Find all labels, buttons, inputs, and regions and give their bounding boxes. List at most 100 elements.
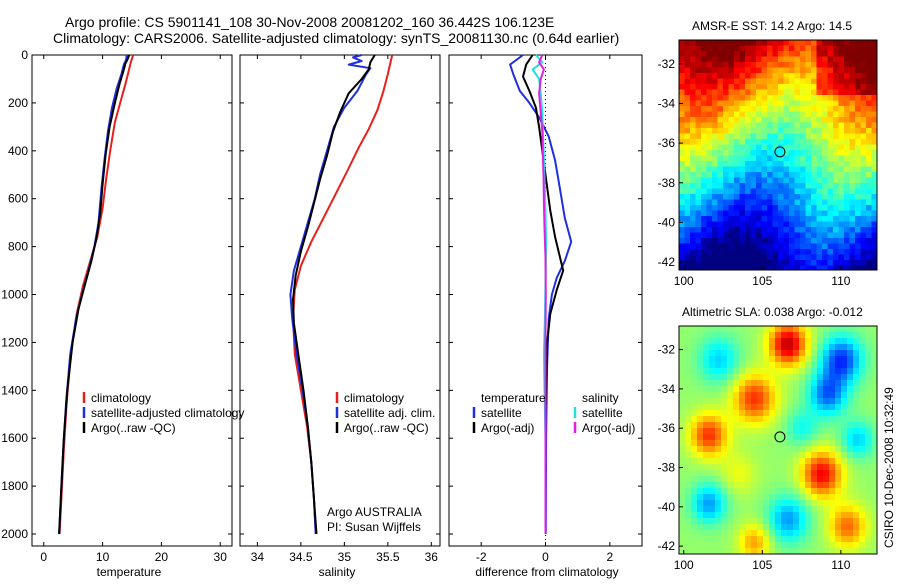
map-cell [723, 51, 730, 58]
map-cell [723, 84, 730, 91]
map-cell [781, 488, 788, 495]
y-tick-label: -40 [658, 500, 676, 514]
map-cell [871, 106, 877, 113]
map-cell [789, 51, 796, 58]
map-cell [811, 416, 818, 423]
map-cell [679, 452, 686, 459]
map-cell [679, 172, 686, 179]
map-cell [745, 362, 752, 369]
map-cell [715, 494, 722, 501]
map-cell [697, 356, 704, 363]
map-cell [701, 122, 708, 129]
map-cell [717, 106, 724, 113]
map-cell [833, 144, 840, 151]
map-cell [761, 166, 768, 173]
map-cell [853, 434, 860, 441]
map-cell [717, 194, 724, 201]
map-cell [811, 482, 818, 489]
map-cell [679, 326, 686, 333]
map-cell [709, 542, 716, 549]
map-cell [695, 254, 702, 261]
map-cell [800, 51, 807, 58]
map-cell [816, 254, 823, 261]
map-cell [783, 166, 790, 173]
map-cell [847, 416, 854, 423]
map-cell [871, 494, 877, 501]
map-cell [822, 232, 829, 239]
map-cell [865, 470, 872, 477]
map-cell [734, 73, 741, 80]
map-cell [712, 45, 719, 52]
map-cell [827, 40, 834, 47]
map-cell [866, 150, 873, 157]
map-cell [739, 144, 746, 151]
map-cell [734, 111, 741, 118]
map-cell [853, 482, 860, 489]
map-cell [805, 238, 812, 245]
map-cell [690, 194, 697, 201]
map-cell [701, 84, 708, 91]
map-cell [816, 172, 823, 179]
map-cell [827, 232, 834, 239]
map-cell [783, 73, 790, 80]
map-cell [728, 177, 735, 184]
map-cell [794, 254, 801, 261]
map-cell [734, 265, 741, 270]
map-cell [838, 194, 845, 201]
map-cell [728, 117, 735, 124]
map-cell [717, 172, 724, 179]
map-cell [723, 205, 730, 212]
map-cell [853, 470, 860, 477]
map-cell [756, 177, 763, 184]
y-tick-label: -42 [658, 539, 676, 553]
map-cell [816, 221, 823, 228]
map-cell [739, 155, 746, 162]
map-cell [805, 243, 812, 250]
map-cell [712, 227, 719, 234]
map-cell [709, 440, 716, 447]
map-cell [853, 536, 860, 543]
map-cell [772, 194, 779, 201]
map-cell [860, 221, 867, 228]
map-cell [794, 128, 801, 135]
map-cell [684, 166, 691, 173]
map-cell [756, 45, 763, 52]
map-cell [690, 183, 697, 190]
map-cell [849, 227, 856, 234]
map-cell [690, 84, 697, 91]
map-cell [690, 144, 697, 151]
map-cell [817, 440, 824, 447]
map-cell [838, 73, 845, 80]
map-cell [739, 51, 746, 58]
map-cell [739, 238, 746, 245]
map-cell [684, 232, 691, 239]
map-cell [715, 368, 722, 375]
map-cell [697, 446, 704, 453]
map-cell [871, 362, 877, 369]
map-cell [805, 188, 812, 195]
map-cell [739, 95, 746, 102]
map-cell [734, 106, 741, 113]
map-cell [811, 386, 818, 393]
map-cell [775, 470, 782, 477]
map-cell [860, 117, 867, 124]
map-cell [775, 410, 782, 417]
map-cell [787, 386, 794, 393]
map-cell [772, 144, 779, 151]
map-cell [727, 458, 734, 465]
map-cell [827, 161, 834, 168]
map-cell [833, 78, 840, 85]
map-cell [750, 188, 757, 195]
map-cell [823, 542, 830, 549]
map-cell [849, 73, 856, 80]
map-cell [739, 221, 746, 228]
map-cell [769, 548, 776, 554]
map-cell [799, 428, 806, 435]
map-cell [750, 73, 757, 80]
map-cell [717, 122, 724, 129]
map-cell [783, 254, 790, 261]
map-cell [745, 221, 752, 228]
map-cell [860, 45, 867, 52]
map-cell [734, 100, 741, 107]
map-cell [690, 133, 697, 140]
